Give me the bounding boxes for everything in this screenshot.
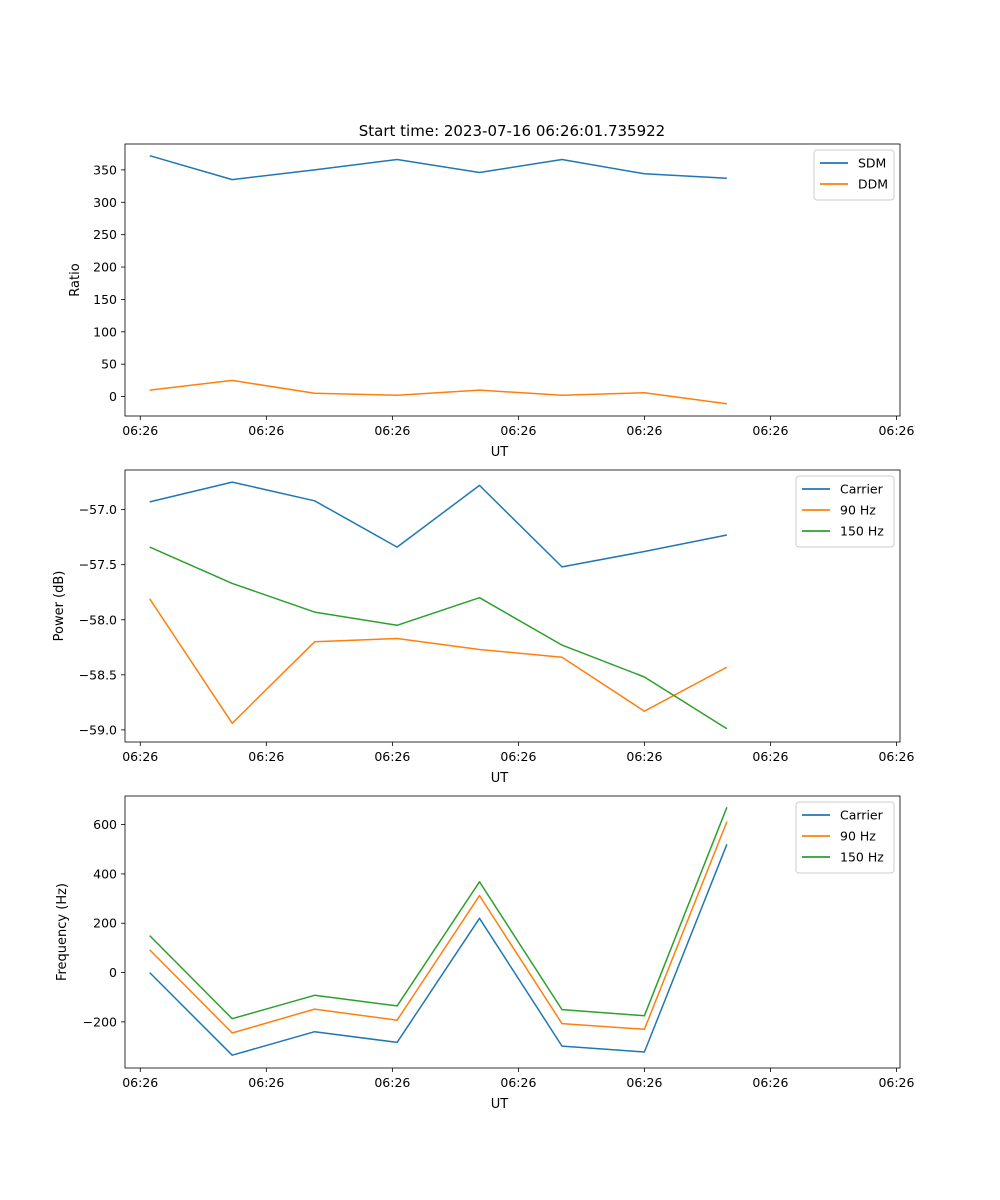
axes-frame [124,795,901,1069]
y-axis-label: Ratio [68,263,83,296]
y-tick-label: −58.0 [79,612,117,627]
x-axis-label: UT [491,771,509,786]
axes-frame [124,469,901,743]
x-tick-label: 06:26 [374,1075,410,1090]
y-tick-label: 150 [93,292,117,307]
series-line-150-hz [149,807,728,1020]
legend-label: 90 Hz [840,829,876,844]
x-tick-label: 06:26 [878,1075,914,1090]
x-axis-label: UT [491,1097,509,1112]
legend: Carrier 90 Hz 150 Hz [795,801,895,874]
series-line-carrier [149,481,728,568]
x-tick-label: 06:26 [248,749,284,764]
chart-panels: 06:26 06:26 06:26 06:26 06:26 06:26 06:26 UT 0 50… [52,143,915,1112]
y-tick-label: 0 [109,389,117,404]
y-axis-label: Power (dB) [52,571,67,642]
chart-panel-1: 06:26 06:26 06:26 06:26 06:26 06:26 06:26 UT 0 50… [68,143,915,460]
y-tick-label: 200 [93,916,117,931]
series-line-90-hz [149,821,728,1034]
legend-box [795,475,895,548]
series-line-90-hz [149,598,728,725]
y-tick-label: 100 [93,324,117,339]
axes-frame [124,143,901,417]
x-tick-label: 06:26 [122,423,158,438]
y-tick-label: 50 [101,357,117,372]
x-tick-label: 06:26 [374,423,410,438]
x-tick-label: 06:26 [878,749,914,764]
y-tick-label: 0 [109,965,117,980]
legend: SDM DDM [813,149,895,201]
x-tick-label: 06:26 [752,1075,788,1090]
series-line-carrier [149,844,728,1056]
y-tick-label: −57.0 [79,502,117,517]
x-tick-label: 06:26 [122,1075,158,1090]
y-tick-label: −200 [83,1014,117,1029]
legend: Carrier 90 Hz 150 Hz [795,475,895,548]
figure-title: Start time: 2023-07-16 06:26:01.735922 [359,122,665,140]
y-tick-label: −57.5 [79,557,117,572]
series-line-ddm [149,379,727,405]
y-tick-label: 600 [93,817,117,832]
legend-label: SDM [858,156,886,171]
y-tick-label: 400 [93,866,117,881]
x-tick-label: 06:26 [500,749,536,764]
y-axis-label: Frequency (Hz) [55,883,70,981]
series-line-150-hz [149,546,728,730]
x-tick-label: 06:26 [626,423,662,438]
legend-label: 90 Hz [840,503,876,518]
x-tick-label: 06:26 [248,423,284,438]
legend-label: 150 Hz [840,524,884,539]
y-tick-label: 300 [93,195,117,210]
legend-label: Carrier [840,808,884,823]
legend-label: 150 Hz [840,850,884,865]
x-tick-label: 06:26 [248,1075,284,1090]
chart-panel-3: 06:26 06:26 06:26 06:26 06:26 06:26 06:26 UT −20… [55,795,915,1112]
x-tick-label: 06:26 [374,749,410,764]
x-axis-label: UT [491,445,509,460]
x-tick-label: 06:26 [878,423,914,438]
x-tick-label: 06:26 [626,1075,662,1090]
y-tick-label: −59.0 [79,722,117,737]
y-tick-label: −58.5 [79,667,117,682]
series-line-sdm [149,154,727,181]
y-tick-label: 250 [93,227,117,242]
y-tick-label: 200 [93,260,117,275]
legend-label: Carrier [840,482,884,497]
x-tick-label: 06:26 [122,749,158,764]
chart-panel-2: 06:26 06:26 06:26 06:26 06:26 06:26 06:26 UT −59… [52,469,915,786]
x-tick-label: 06:26 [752,423,788,438]
legend-box [795,801,895,874]
x-tick-label: 06:26 [500,1075,536,1090]
x-tick-label: 06:26 [626,749,662,764]
x-tick-label: 06:26 [752,749,788,764]
y-tick-label: 350 [93,162,117,177]
x-tick-label: 06:26 [500,423,536,438]
legend-label: DDM [858,177,888,192]
